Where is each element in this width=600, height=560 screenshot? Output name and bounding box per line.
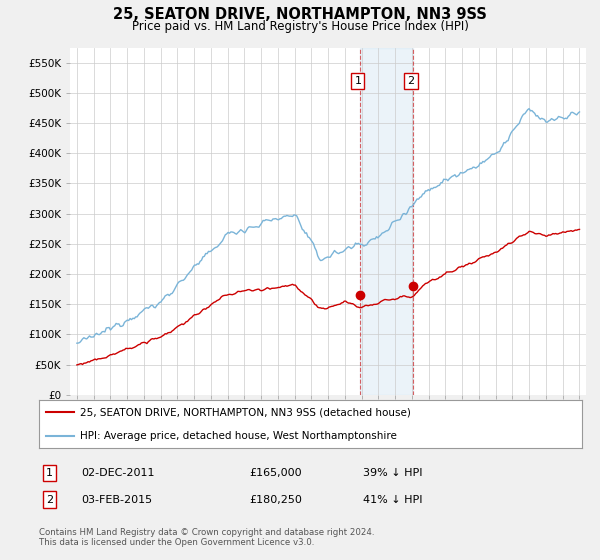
Text: £180,250: £180,250	[249, 494, 302, 505]
Text: 03-FEB-2015: 03-FEB-2015	[81, 494, 152, 505]
Text: 02-DEC-2011: 02-DEC-2011	[81, 468, 155, 478]
Text: 1: 1	[46, 468, 53, 478]
Bar	[361, 48, 413, 395]
Text: 25, SEATON DRIVE, NORTHAMPTON, NN3 9SS: 25, SEATON DRIVE, NORTHAMPTON, NN3 9SS	[113, 7, 487, 22]
Text: £165,000: £165,000	[249, 468, 302, 478]
Text: Price paid vs. HM Land Registry's House Price Index (HPI): Price paid vs. HM Land Registry's House …	[131, 20, 469, 32]
Text: 41% ↓ HPI: 41% ↓ HPI	[363, 494, 422, 505]
Text: 2: 2	[407, 76, 415, 86]
Text: 1: 1	[355, 76, 361, 86]
Text: 25, SEATON DRIVE, NORTHAMPTON, NN3 9SS (detached house): 25, SEATON DRIVE, NORTHAMPTON, NN3 9SS (…	[80, 407, 410, 417]
Text: Contains HM Land Registry data © Crown copyright and database right 2024.
This d: Contains HM Land Registry data © Crown c…	[39, 528, 374, 547]
Text: 39% ↓ HPI: 39% ↓ HPI	[363, 468, 422, 478]
Text: 2: 2	[46, 494, 53, 505]
Text: HPI: Average price, detached house, West Northamptonshire: HPI: Average price, detached house, West…	[80, 431, 397, 441]
